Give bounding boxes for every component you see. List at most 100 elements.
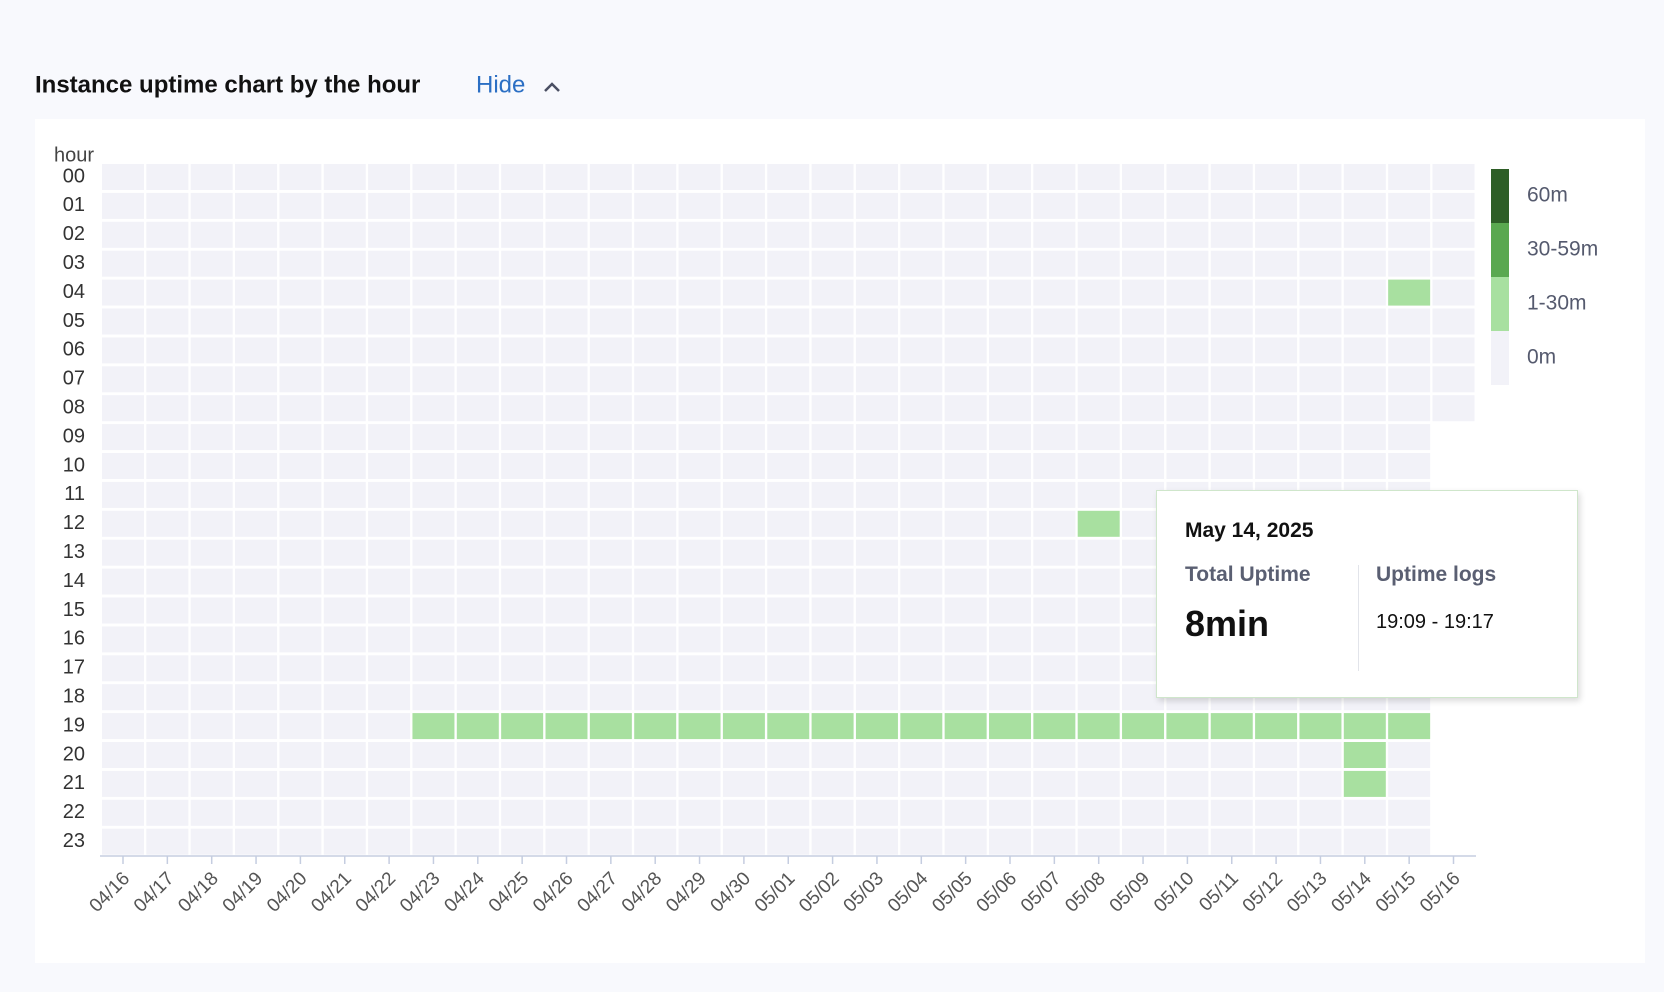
cell	[1255, 366, 1298, 393]
cell	[545, 828, 588, 855]
cell	[678, 510, 721, 537]
cell	[1122, 799, 1165, 826]
cell	[235, 424, 278, 451]
cell	[1343, 250, 1386, 277]
cell	[368, 799, 411, 826]
cell	[323, 337, 366, 364]
cell	[989, 770, 1031, 797]
cell	[1432, 279, 1475, 306]
cell	[855, 221, 898, 248]
cell	[722, 568, 765, 595]
y-tick-label: 14	[63, 570, 85, 592]
cell	[722, 279, 765, 306]
cell	[501, 337, 544, 364]
cell	[279, 684, 322, 711]
cell	[1388, 742, 1431, 768]
cell	[589, 597, 632, 624]
cell	[1122, 770, 1165, 797]
cell	[456, 828, 499, 855]
cell	[855, 539, 898, 566]
cell	[944, 250, 987, 277]
cell	[634, 395, 677, 422]
cell	[102, 713, 144, 740]
cell	[900, 308, 943, 335]
cell	[412, 539, 455, 566]
cell	[545, 597, 588, 624]
cell	[1299, 366, 1342, 393]
cell	[456, 655, 499, 682]
cell	[634, 626, 677, 653]
cell	[1077, 655, 1120, 682]
cell	[678, 308, 721, 335]
cell	[1210, 192, 1253, 219]
cell	[412, 713, 455, 740]
cell	[279, 626, 322, 653]
cell	[1255, 453, 1298, 479]
cell	[545, 713, 588, 740]
cell	[1077, 684, 1120, 711]
cell	[412, 568, 455, 595]
cell	[190, 164, 233, 190]
cell	[589, 539, 632, 566]
toggle[interactable]: Hide	[476, 71, 560, 98]
cell	[146, 424, 189, 451]
cell	[412, 453, 455, 479]
tooltip: May 14, 2025 Total Uptime 8min Uptime lo…	[1156, 490, 1578, 698]
cell	[1122, 250, 1165, 277]
cell	[589, 279, 632, 306]
cell	[1033, 395, 1076, 422]
cell	[634, 770, 677, 797]
cell	[722, 164, 765, 190]
cell	[456, 597, 499, 624]
cell	[678, 655, 721, 682]
cell	[767, 742, 810, 768]
cell	[368, 655, 411, 682]
cell	[855, 337, 898, 364]
cell	[678, 568, 721, 595]
cell	[1166, 770, 1209, 797]
cell	[1343, 395, 1386, 422]
cell	[811, 279, 854, 306]
cell	[146, 799, 189, 826]
cell	[1166, 279, 1209, 306]
cell	[456, 221, 499, 248]
cell	[634, 366, 677, 393]
cell	[368, 453, 411, 479]
cell	[1299, 770, 1342, 797]
cell	[1210, 279, 1253, 306]
cell	[678, 713, 721, 740]
cell	[989, 828, 1031, 855]
cell	[279, 655, 322, 682]
cell	[900, 164, 943, 190]
toggle-label[interactable]: Hide	[476, 71, 525, 98]
cell	[102, 395, 144, 422]
cell	[501, 395, 544, 422]
chevron-icon[interactable]	[544, 82, 560, 92]
y-tick-label: 17	[63, 657, 85, 679]
cell	[1388, 366, 1431, 393]
cell	[501, 221, 544, 248]
cell	[456, 366, 499, 393]
cell	[190, 308, 233, 335]
cell	[279, 568, 322, 595]
cell	[102, 481, 144, 508]
cell	[1432, 308, 1475, 335]
cell	[1255, 742, 1298, 768]
cell	[102, 337, 144, 364]
y-tick-label: 20	[63, 743, 85, 765]
cell	[279, 192, 322, 219]
cell	[855, 770, 898, 797]
cell	[146, 481, 189, 508]
cell	[944, 510, 987, 537]
cell	[589, 799, 632, 826]
cell	[412, 279, 455, 306]
cell	[767, 164, 810, 190]
legend-label: 0m	[1527, 346, 1556, 369]
tooltip-divider	[1358, 565, 1359, 671]
cell	[279, 828, 322, 855]
cell	[767, 192, 810, 219]
cell	[190, 770, 233, 797]
cell	[855, 453, 898, 479]
cell	[634, 250, 677, 277]
cell	[146, 308, 189, 335]
